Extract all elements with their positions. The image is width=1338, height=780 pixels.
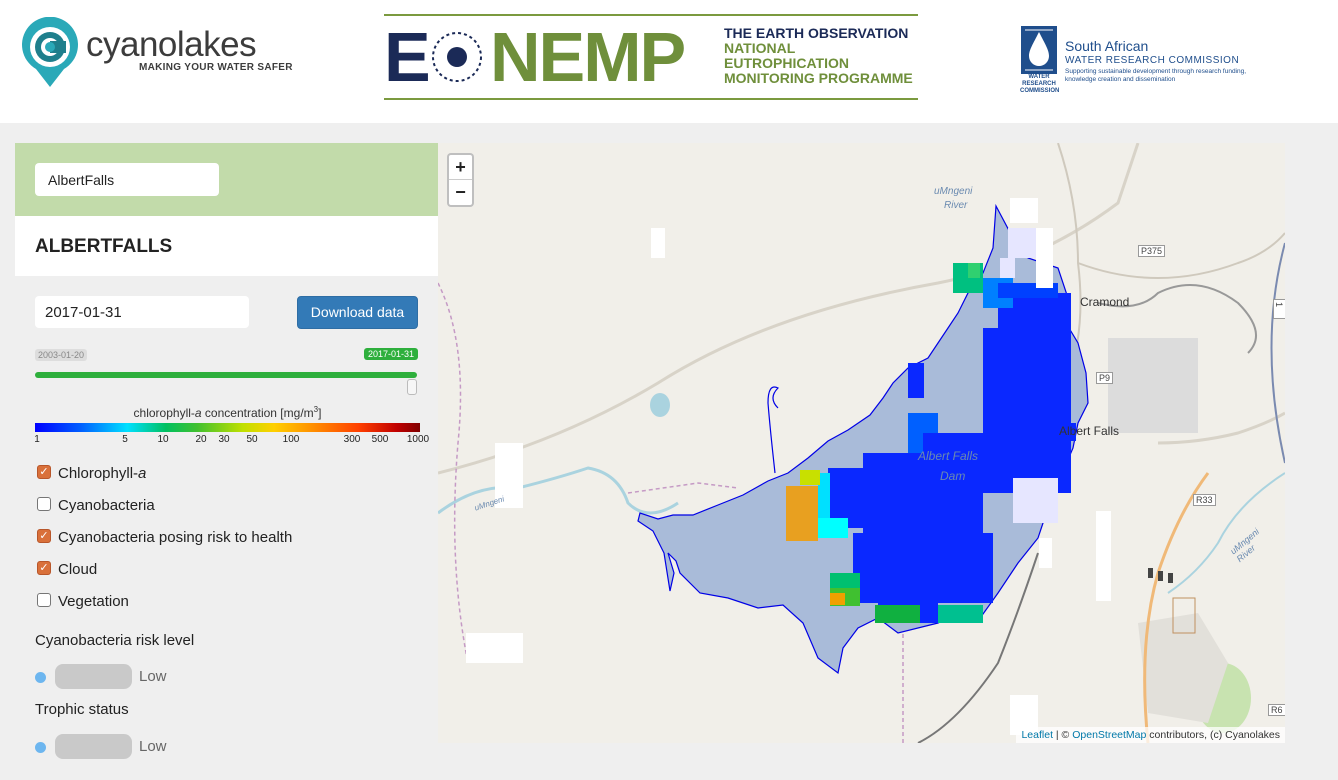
legend-tick: 5 [122, 434, 128, 445]
legend-tick: 20 [195, 434, 207, 445]
side-panel: AlbertFalls ALBERTFALLS 2017-01-31 Downl… [15, 143, 438, 780]
checkbox-unchecked[interactable] [37, 497, 51, 511]
layer-chlorophyll[interactable]: ✓ Chlorophyll-a [35, 463, 425, 495]
legend-tick: 100 [282, 434, 300, 445]
chlorophyll-pixels [828, 293, 1076, 623]
enemp-line-4: MONITORING PROGRAMME [724, 70, 913, 86]
header: cyanolakes MAKING YOUR WATER SAFER E NEM… [0, 0, 1338, 123]
checkbox-unchecked[interactable] [37, 593, 51, 607]
legend-label: chlorophyll-a concentration [mg/m3] [133, 405, 322, 420]
map-label-albert-falls-town: Albert Falls [1059, 424, 1120, 438]
zoom-control: + − [447, 153, 474, 207]
map-label-river: uMngeni [934, 186, 973, 197]
layer-cloud[interactable]: ✓ Cloud [35, 559, 425, 591]
download-data-button[interactable]: Download data [297, 296, 418, 329]
water-drop-icon [1021, 26, 1057, 74]
trophic-status-row: Low [35, 734, 235, 760]
wrc-title: South African [1065, 38, 1149, 54]
zoom-in-button[interactable]: + [449, 155, 472, 180]
wrc-logo[interactable]: WATER RESEARCH COMMISSION South African … [1020, 24, 1250, 96]
leaflet-link[interactable]: Leaflet [1021, 729, 1053, 741]
date-slider[interactable]: 2003-01-20 2017-01-31 [35, 347, 420, 397]
map-attribution: Leaflet | © OpenStreetMap contributors, … [1016, 727, 1285, 743]
checkbox-checked[interactable]: ✓ [37, 465, 51, 479]
lake-title: ALBERTFALLS [35, 236, 173, 257]
cyanolakes-name: cyanolakes [86, 25, 257, 64]
risk-level-value: Low [139, 668, 167, 685]
risk-level-row: Low [35, 664, 235, 690]
enemp-line-1: THE EARTH OBSERVATION [724, 25, 909, 41]
legend-tick: 10 [157, 434, 169, 445]
legend-tick: 30 [218, 434, 230, 445]
trophic-dot-icon [35, 742, 46, 753]
layer-label: Cyanobacteria posing risk to health [58, 529, 293, 546]
layer-cyanobacteria-risk[interactable]: ✓ Cyanobacteria posing risk to health [35, 527, 425, 559]
trophic-status-indicator [55, 734, 132, 759]
map-base-layer [438, 143, 1285, 743]
enemp-logo[interactable]: E NEMP THE EARTH OBSERVATION NATIONAL EU… [384, 14, 918, 100]
attribution-separator: | © [1053, 729, 1073, 741]
attribution-text: contributors, (c) Cyanolakes [1146, 729, 1280, 741]
risk-level-title: Cyanobacteria risk level [35, 632, 195, 649]
date-input[interactable]: 2017-01-31 [35, 296, 249, 328]
risk-level-indicator [55, 664, 132, 689]
road-shield: R6 [1268, 704, 1285, 716]
slider-track[interactable] [35, 372, 417, 378]
enemp-nemp-letters: NEMP [490, 18, 686, 96]
legend-tick: 300 [343, 434, 361, 445]
map-label-dam: Albert Falls [918, 449, 979, 463]
enemp-line-3: EUTROPHICATION [724, 55, 849, 71]
map-label-dam: Dam [940, 469, 966, 483]
enemp-line-2: NATIONAL [724, 40, 796, 56]
wrc-tagline: Supporting sustainable development throu… [1065, 68, 1247, 83]
checkbox-checked[interactable]: ✓ [37, 529, 51, 543]
road-shield: P375 [1138, 245, 1166, 257]
legend-ticks: 1 5 10 20 30 50 100 300 500 1000 [34, 434, 429, 448]
enemp-e-letter: E [384, 18, 431, 96]
trophic-status-title: Trophic status [35, 701, 129, 718]
cyanolakes-logo[interactable]: cyanolakes MAKING YOUR WATER SAFER [20, 17, 300, 92]
road-shield: P9 [1096, 372, 1114, 384]
legend-tick: 50 [246, 434, 258, 445]
road-shield: R33 [1193, 494, 1216, 506]
earth-dot-icon [432, 32, 482, 82]
checkbox-checked[interactable]: ✓ [37, 561, 51, 575]
enemp-fullname: THE EARTH OBSERVATION NATIONAL EUTROPHIC… [724, 26, 918, 86]
legend-tick: 1 [34, 434, 40, 445]
slider-handle[interactable] [407, 379, 417, 395]
trophic-status-value: Low [139, 738, 167, 755]
legend-color-bar [35, 423, 420, 432]
openstreetmap-link[interactable]: OpenStreetMap [1072, 729, 1147, 741]
lake-select[interactable]: AlbertFalls [35, 163, 219, 196]
wrc-mark-text: WATER RESEARCH COMMISSION [1020, 74, 1060, 94]
risk-dot-icon [35, 672, 46, 683]
legend-tick: 500 [371, 434, 389, 445]
map-label-cramond: Cramond [1080, 295, 1130, 309]
cyanolakes-tagline: MAKING YOUR WATER SAFER [139, 62, 293, 73]
legend-tick: 1000 [406, 434, 430, 445]
layer-label: Cyanobacteria [58, 497, 155, 514]
map[interactable]: uMngeni River Cramond Albert Falls Alber… [438, 143, 1285, 743]
layer-label: Cloud [58, 561, 98, 578]
cyanolakes-pin-icon [22, 17, 78, 87]
layer-label: Chlorophyll-a [58, 465, 147, 482]
slider-current-label: 2017-01-31 [363, 348, 418, 360]
lake-title-box: ALBERTFALLS [15, 216, 438, 276]
map-label-river: River [944, 200, 968, 211]
layer-list: ✓ Chlorophyll-a Cyanobacteria ✓ Cyanobac… [35, 463, 425, 623]
layer-label: Vegetation [58, 593, 129, 610]
slider-min-label: 2003-01-20 [35, 349, 88, 361]
layer-cyanobacteria[interactable]: Cyanobacteria [35, 495, 425, 527]
lake-select-area: AlbertFalls [15, 143, 438, 216]
chlorophyll-legend: chlorophyll-a concentration [mg/m3] 1 5 … [34, 405, 429, 449]
zoom-out-button[interactable]: − [455, 182, 466, 202]
layer-vegetation[interactable]: Vegetation [35, 591, 425, 623]
wrc-subtitle: WATER RESEARCH COMMISSION [1065, 55, 1240, 66]
road-shield: P6-1 [1273, 298, 1285, 320]
